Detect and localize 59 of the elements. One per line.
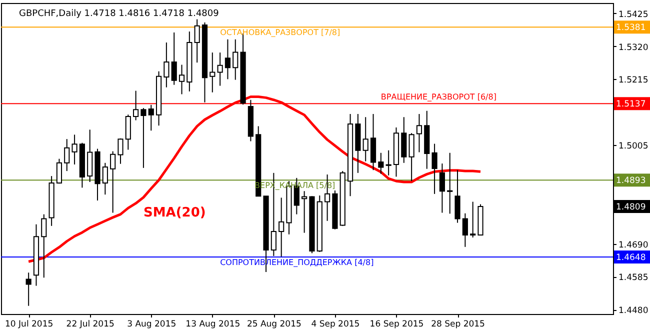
candlestick — [118, 138, 124, 164]
candlestick — [87, 129, 93, 183]
y-tick-label: 1.4480 — [618, 306, 648, 316]
candlestick — [125, 114, 131, 150]
x-tick-label: 22 Jul 2015 — [66, 320, 114, 330]
y-tick-label: 1.5425 — [618, 10, 648, 20]
candlestick — [164, 42, 170, 88]
candlestick — [401, 116, 407, 164]
candlestick — [470, 201, 476, 238]
text: 1.5137 — [616, 100, 646, 110]
candlestick — [64, 138, 70, 172]
candlestick — [378, 152, 384, 174]
candlestick — [447, 152, 453, 214]
text: 1.4893 — [616, 176, 646, 186]
candlestick — [178, 64, 185, 95]
candlestick — [110, 150, 116, 214]
candlestick — [462, 212, 468, 248]
candlestick — [217, 52, 223, 86]
candlestick — [140, 108, 146, 168]
x-tick-label: 28 Sep 2015 — [431, 320, 485, 330]
candlestick — [439, 163, 445, 214]
text: GBPCHF,Daily 1.4718 1.4816 1.4718 1.4809 — [19, 9, 220, 19]
candlestick — [416, 113, 422, 153]
candlestick — [56, 158, 62, 184]
candlestick — [432, 143, 438, 194]
y-tick-label: 1.5005 — [618, 142, 648, 152]
candlestick — [408, 132, 414, 182]
x-tick-label: 16 Sep 2015 — [370, 320, 424, 330]
x-tick-label: 4 Sep 2015 — [311, 320, 360, 330]
ref-line-label: ОСТАНОВКА_РАЗВОРОТ [7/8] — [220, 28, 340, 38]
series-label: SMA(20) — [143, 205, 206, 220]
candlestick — [133, 90, 139, 121]
y-tick-label: 1.4585 — [618, 273, 648, 284]
candlestick — [362, 116, 368, 162]
y-tick-label: 1.4690 — [618, 240, 648, 250]
candlestick — [278, 197, 284, 258]
candlestick — [224, 38, 231, 80]
ref-line-label: ВРАЩЕНИЕ_РАЗВОРОТ [6/8] — [380, 92, 496, 102]
candlestick — [302, 190, 308, 234]
x-tick-label: 13 Aug 2015 — [186, 320, 240, 330]
candlestick — [171, 32, 177, 86]
candlestick — [102, 162, 108, 196]
candlestick — [194, 18, 200, 64]
text: 1.4648 — [616, 252, 646, 263]
y-tick-label: 1.5320 — [618, 42, 648, 53]
x-tick-label: 25 Aug 2015 — [246, 320, 302, 330]
candlestick — [454, 170, 460, 224]
candlestick — [386, 150, 392, 176]
candlestick — [232, 38, 238, 80]
candlestick — [26, 272, 32, 306]
candlestick — [210, 52, 216, 93]
candlestick — [72, 134, 78, 165]
candlestick — [41, 214, 47, 278]
text: 1.5381 — [616, 23, 646, 34]
candlestick — [148, 104, 154, 132]
x-tick-label: 10 Jul 2015 — [5, 320, 54, 330]
text: 1.4809 — [616, 202, 646, 212]
x-tick-label: 3 Aug 2015 — [127, 320, 176, 330]
y-tick-label: 1.5215 — [618, 76, 648, 86]
